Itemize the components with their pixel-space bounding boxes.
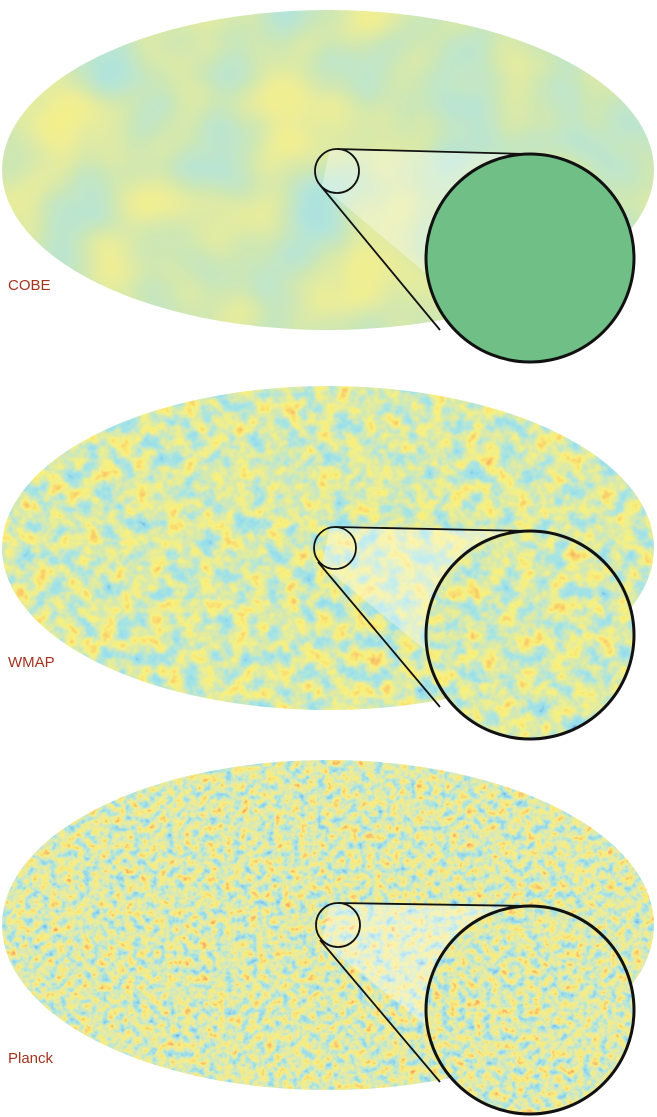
zoom-inset xyxy=(426,154,634,362)
panel-wmap: WMAP xyxy=(0,380,657,745)
map-label: Planck xyxy=(8,1050,54,1067)
map-label: COBE xyxy=(8,277,51,294)
cmb-comparison: COBE WMAP Planck xyxy=(0,0,657,1117)
map-label: WMAP xyxy=(8,654,55,671)
panel-planck: Planck xyxy=(0,755,657,1117)
panel-cobe: COBE xyxy=(0,0,657,362)
